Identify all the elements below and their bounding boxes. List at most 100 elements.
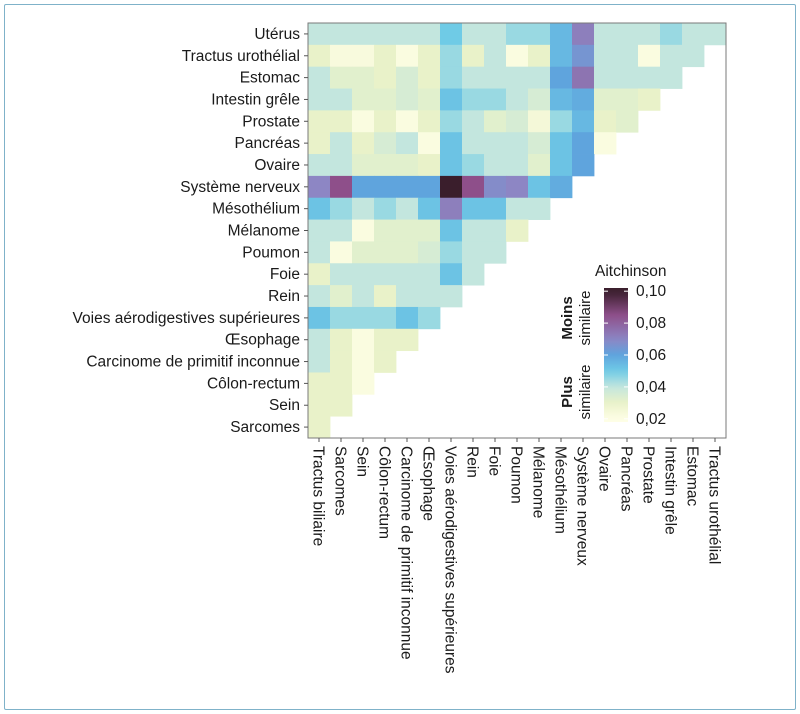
heatmap-cell xyxy=(374,263,397,286)
heatmap-cell xyxy=(484,219,507,242)
heatmap-cell xyxy=(440,88,463,111)
legend-title: Aitchinson xyxy=(595,263,667,280)
heatmap-cell xyxy=(418,132,441,155)
x-tick-label: Poumon xyxy=(508,446,525,504)
heatmap-cell xyxy=(308,306,331,330)
heatmap-cell xyxy=(616,66,639,89)
heatmap-cell xyxy=(330,175,353,199)
heatmap-cell xyxy=(352,110,375,133)
heatmap-cell xyxy=(308,154,331,177)
heatmap-cell xyxy=(418,219,441,242)
heatmap-cell xyxy=(352,285,375,308)
heatmap-cell xyxy=(550,23,573,46)
x-tick-label: Sein xyxy=(354,446,371,477)
heatmap-cell xyxy=(418,44,441,68)
heatmap-cell xyxy=(440,132,463,155)
y-tick-label: Côlon-rectum xyxy=(207,375,300,392)
y-tick-label: Pancréas xyxy=(235,135,301,152)
heatmap-cell xyxy=(330,372,353,395)
heatmap-cell xyxy=(330,197,353,220)
heatmap-cell xyxy=(330,44,353,68)
legend-tick-label: 0,08 xyxy=(636,315,666,332)
heatmap-cell xyxy=(462,154,485,177)
heatmap-cell xyxy=(352,88,375,111)
y-tick-label: Foie xyxy=(270,266,300,283)
heatmap-cell xyxy=(330,328,353,352)
heatmap-cell xyxy=(330,285,353,308)
heatmap-cell xyxy=(352,372,375,395)
heatmap-cell xyxy=(616,23,639,46)
heatmap-cell xyxy=(550,154,573,177)
legend-tick-label: 0,10 xyxy=(636,283,667,300)
x-tick-label: Système nerveux xyxy=(574,446,591,566)
heatmap-cell xyxy=(440,66,463,89)
heatmap-cell xyxy=(506,219,529,242)
y-tick-label: Mélanome xyxy=(228,223,300,240)
color-legend: Aitchinson 0,100,080,060,040,02 Moins sim… xyxy=(559,263,667,428)
heatmap-cell xyxy=(550,44,573,68)
heatmap-cell xyxy=(396,88,419,111)
heatmap-cell xyxy=(594,88,617,111)
legend-tick-label: 0,02 xyxy=(636,411,666,428)
x-tick-label: Tractus urothélial xyxy=(706,446,723,564)
heatmap-cell xyxy=(660,23,683,46)
heatmap-cell xyxy=(330,23,353,46)
heatmap-cell xyxy=(396,285,419,308)
heatmap-cell xyxy=(440,110,463,133)
heatmap-cell xyxy=(462,219,485,242)
heatmap-cell xyxy=(308,44,331,68)
heatmap-cell xyxy=(550,110,573,133)
y-tick-label: Œsophage xyxy=(225,332,300,349)
heatmap-cell xyxy=(374,44,397,68)
heatmap-cell xyxy=(506,110,529,133)
heatmap-cell xyxy=(308,263,331,286)
legend-ticks: 0,10 0,08 0,06 0,04 0,02 xyxy=(604,283,667,428)
heatmap-cell xyxy=(330,306,353,330)
heatmap-cell xyxy=(528,132,551,155)
heatmap-cell xyxy=(704,23,727,46)
heatmap-cell xyxy=(462,132,485,155)
y-tick-label: Prostate xyxy=(242,113,300,130)
heatmap-cell xyxy=(374,219,397,242)
heatmap-cell xyxy=(572,154,595,177)
heatmap-cell xyxy=(418,306,441,330)
heatmap-cell xyxy=(374,285,397,308)
legend-side-label-line1: Plus xyxy=(559,376,576,408)
x-tick-label: Pancréas xyxy=(618,446,635,512)
y-tick-label: Tractus urothélial xyxy=(182,48,300,65)
heatmap-cell xyxy=(330,219,353,242)
y-tick-label: Sein xyxy=(269,397,300,414)
heatmap-cell xyxy=(616,88,639,111)
heatmap-cell xyxy=(462,241,485,264)
heatmap-cell xyxy=(330,110,353,133)
heatmap-cell xyxy=(374,197,397,220)
heatmap-cell xyxy=(352,306,375,330)
heatmap-cell xyxy=(484,175,507,199)
x-tick-label: Ovaire xyxy=(596,446,613,492)
heatmap-cell xyxy=(440,241,463,264)
heatmap-cell xyxy=(374,88,397,111)
x-tick-label: Côlon-rectum xyxy=(376,446,393,539)
heatmap-cell xyxy=(528,44,551,68)
x-tick-label: Voies aérodigestives supérieures xyxy=(442,446,459,674)
x-tick-label: Foie xyxy=(486,446,503,476)
heatmap-cell xyxy=(572,44,595,68)
heatmap-cell xyxy=(484,197,507,220)
legend-side-label: Plus similaire xyxy=(559,364,594,419)
heatmap-cell xyxy=(638,23,661,46)
heatmap-cell xyxy=(594,66,617,89)
heatmap-cell xyxy=(484,241,507,264)
heatmap-cell xyxy=(374,175,397,199)
y-tick-label: Intestin grêle xyxy=(211,91,300,108)
heatmap-cell xyxy=(572,110,595,133)
heatmap-cell xyxy=(352,44,375,68)
heatmap-cell xyxy=(660,66,683,89)
heatmap-cell xyxy=(374,66,397,89)
heatmap-cell xyxy=(396,219,419,242)
heatmap-cell xyxy=(352,263,375,286)
heatmap-cell xyxy=(528,110,551,133)
heatmap-cell xyxy=(352,328,375,352)
heatmap-cell xyxy=(308,285,331,308)
heatmap-cell xyxy=(528,175,551,199)
